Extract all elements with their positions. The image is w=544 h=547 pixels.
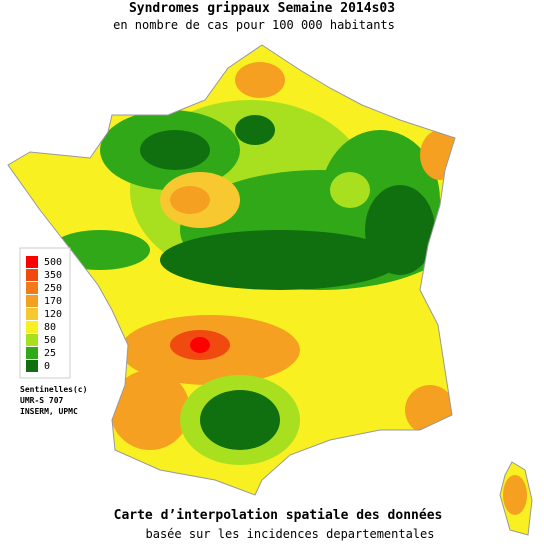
legend-label: 50 bbox=[44, 335, 56, 346]
credit-line: UMR-S 707 bbox=[20, 396, 64, 405]
legend-label: 0 bbox=[44, 361, 50, 372]
footer-subtitle: basée sur les incidences departementales bbox=[146, 527, 435, 541]
title: Syndromes grippaux Semaine 2014s03 bbox=[129, 1, 395, 16]
legend-label: 80 bbox=[44, 322, 56, 333]
legend-label: 170 bbox=[44, 296, 62, 307]
legend-swatch bbox=[26, 321, 38, 333]
legend-swatch bbox=[26, 334, 38, 346]
legend-label: 25 bbox=[44, 348, 56, 359]
legend-label: 500 bbox=[44, 257, 62, 268]
legend-label: 350 bbox=[44, 270, 62, 281]
legend-swatch bbox=[26, 295, 38, 307]
footer-title: Carte d’interpolation spatiale des donné… bbox=[114, 508, 443, 523]
legend-swatch bbox=[26, 308, 38, 320]
legend-swatch bbox=[26, 269, 38, 281]
legend-label: 250 bbox=[44, 283, 62, 294]
credit-line: INSERM, UPMC bbox=[20, 407, 78, 416]
legend-label: 120 bbox=[44, 309, 62, 320]
legend-swatch bbox=[26, 256, 38, 268]
legend-swatch bbox=[26, 360, 38, 372]
credits: Sentinelles(c) UMR-S 707 INSERM, UPMC bbox=[20, 384, 87, 416]
subtitle: en nombre de cas pour 100 000 habitants bbox=[113, 18, 395, 32]
legend-swatch bbox=[26, 282, 38, 294]
border bbox=[7, 44, 533, 536]
credit-line: Sentinelles(c) bbox=[20, 384, 87, 394]
legend-swatch bbox=[26, 347, 38, 359]
